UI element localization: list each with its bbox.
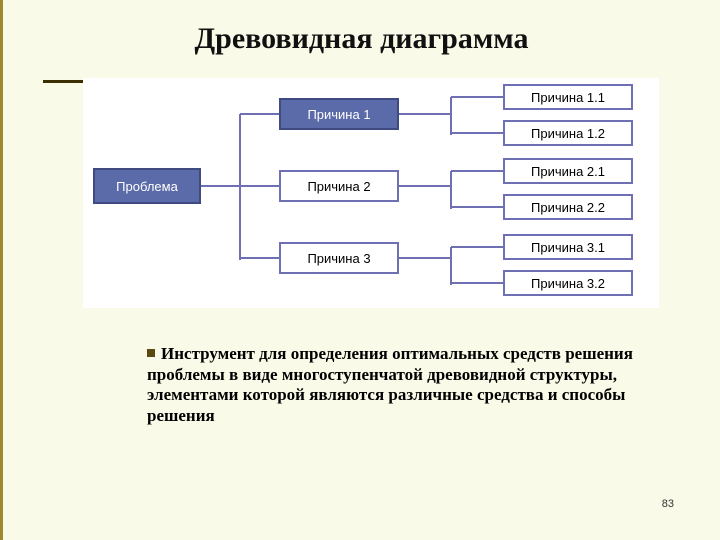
connector xyxy=(450,171,452,209)
tree-node: Причина 1.2 xyxy=(503,120,633,146)
connector xyxy=(240,257,279,259)
tree-node: Причина 2 xyxy=(279,170,399,202)
connector xyxy=(399,113,451,115)
tree-node: Причина 1 xyxy=(279,98,399,130)
tree-node: Причина 3.2 xyxy=(503,270,633,296)
tree-node: Причина 2.2 xyxy=(503,194,633,220)
description-text: Инструмент для определения оптимальных с… xyxy=(147,344,633,425)
tree-diagram: Проблема Причина 1 Причина 2 Причина 3 Причи… xyxy=(83,78,659,308)
connector xyxy=(201,185,240,187)
connector xyxy=(450,97,452,135)
tree-node: Причина 1.1 xyxy=(503,84,633,110)
connector xyxy=(450,247,452,285)
connector xyxy=(399,185,451,187)
slide-title: Древовидная диаграмма xyxy=(3,22,720,56)
tree-node: Проблема xyxy=(93,168,201,204)
connector xyxy=(451,96,503,98)
connector xyxy=(451,132,503,134)
connector xyxy=(451,170,503,172)
connector xyxy=(240,185,279,187)
connector xyxy=(399,257,451,259)
bullet-icon xyxy=(147,349,155,357)
connector xyxy=(451,206,503,208)
tree-node: Причина 2.1 xyxy=(503,158,633,184)
tree-node: Причина 3 xyxy=(279,242,399,274)
slide: Древовидная диаграмма ПроблемаПричина 1П… xyxy=(0,0,720,540)
description-paragraph: Инструмент для определения оптимальных с… xyxy=(147,344,687,427)
connector xyxy=(240,113,279,115)
connector xyxy=(451,282,503,284)
tree-node: Причина 3.1 xyxy=(503,234,633,260)
connector xyxy=(451,246,503,248)
page-number: 83 xyxy=(662,498,674,510)
connector xyxy=(239,114,241,260)
